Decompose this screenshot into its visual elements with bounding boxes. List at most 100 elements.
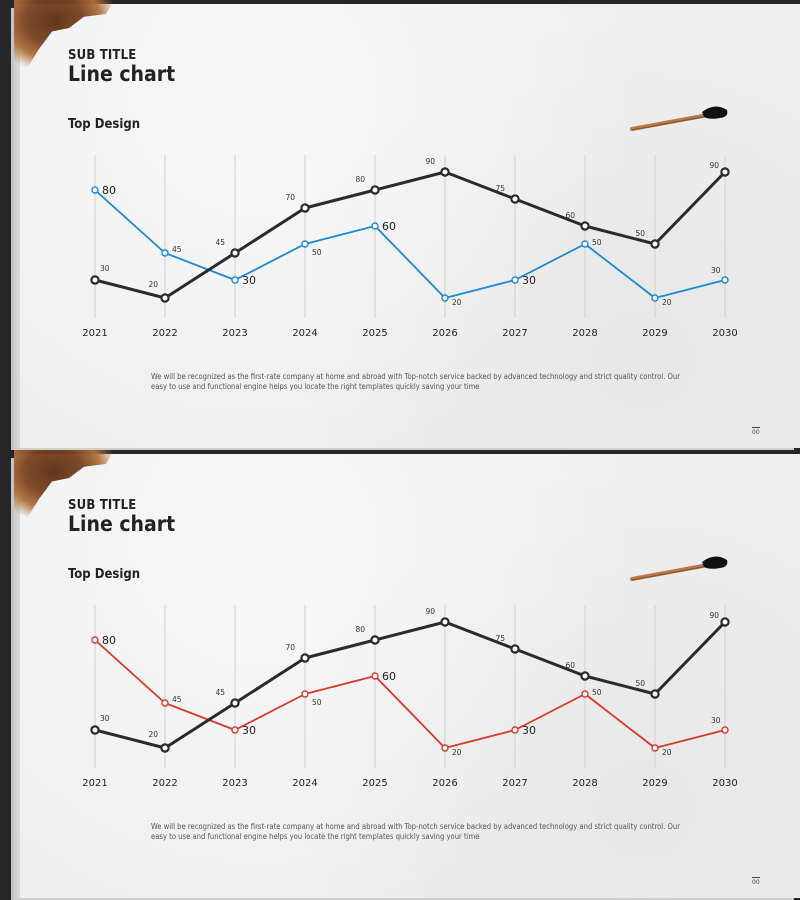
accent-point-2029 bbox=[651, 294, 659, 302]
accent-point-2027 bbox=[511, 726, 519, 734]
accent-label-2021: 80 bbox=[102, 184, 116, 197]
accent-point-2030 bbox=[721, 276, 729, 284]
accent-point-2028 bbox=[581, 690, 589, 698]
x-tick-2029: 2029 bbox=[642, 778, 667, 789]
dark-point-2024 bbox=[300, 203, 310, 213]
x-tick-2027: 2027 bbox=[502, 328, 527, 339]
x-tick-2024: 2024 bbox=[292, 778, 317, 789]
dark-point-2024 bbox=[300, 653, 310, 663]
accent-point-2026 bbox=[441, 294, 449, 302]
dark-point-2023 bbox=[230, 698, 240, 708]
line-chart: 2021 2022 2023 2024 2025 2026 2027 2028 2029 2030… bbox=[82, 605, 738, 789]
accent-label-2027: 30 bbox=[522, 274, 536, 287]
description-text: We will be recognized as the first-rate … bbox=[151, 372, 681, 391]
dark-label-2026: 90 bbox=[425, 157, 435, 166]
accent-point-2030 bbox=[721, 726, 729, 734]
page-title: Line chart bbox=[68, 512, 176, 536]
dark-label-2028: 60 bbox=[565, 211, 575, 220]
accent-label-2023: 30 bbox=[242, 724, 256, 737]
accent-label-2025: 60 bbox=[382, 670, 396, 683]
paper-background bbox=[20, 454, 800, 898]
dark-point-2027 bbox=[510, 194, 520, 204]
accent-label-2026: 20 bbox=[452, 748, 462, 757]
accent-point-2025 bbox=[371, 222, 379, 230]
dark-label-2029: 50 bbox=[635, 679, 645, 688]
x-tick-2023: 2023 bbox=[222, 778, 247, 789]
accent-label-2023: 30 bbox=[242, 274, 256, 287]
accent-label-2028: 50 bbox=[592, 238, 602, 247]
dark-point-2022 bbox=[160, 743, 170, 753]
accent-label-2029: 20 bbox=[662, 748, 672, 757]
dark-point-2025 bbox=[370, 185, 380, 195]
x-tick-2022: 2022 bbox=[152, 328, 177, 339]
accent-label-2022: 45 bbox=[172, 245, 182, 254]
series-line-dark bbox=[94, 620, 727, 750]
dark-label-2024: 70 bbox=[285, 193, 295, 202]
slide-1: SUB TITLE Line chart Top Design 2021 2022… bbox=[14, 0, 800, 448]
accent-point-2023 bbox=[231, 726, 239, 734]
accent-label-2029: 20 bbox=[662, 298, 672, 307]
x-tick-2025: 2025 bbox=[362, 778, 387, 789]
x-tick-2022: 2022 bbox=[152, 778, 177, 789]
slide-2: SUB TITLE Line chart Top Design 2021 2022… bbox=[0, 450, 800, 900]
dark-point-2028 bbox=[580, 221, 590, 231]
dark-label-2029: 50 bbox=[635, 229, 645, 238]
line-chart: 2021 2022 2023 2024 2025 2026 2027 2028 2029 2030… bbox=[82, 155, 738, 339]
dark-label-2024: 70 bbox=[285, 643, 295, 652]
dark-label-2028: 60 bbox=[565, 661, 575, 670]
dark-point-2029 bbox=[650, 689, 660, 699]
description-text: We will be recognized as the first-rate … bbox=[151, 822, 681, 841]
dark-label-2022: 20 bbox=[148, 280, 158, 289]
x-tick-2028: 2028 bbox=[572, 328, 597, 339]
accent-point-2023 bbox=[231, 276, 239, 284]
dark-label-2026: 90 bbox=[425, 607, 435, 616]
dark-point-2030 bbox=[720, 167, 730, 177]
match-icon bbox=[630, 106, 728, 131]
x-tick-2027: 2027 bbox=[502, 778, 527, 789]
dark-label-2025: 80 bbox=[355, 625, 365, 634]
dark-point-2030 bbox=[720, 617, 730, 627]
accent-label-2022: 45 bbox=[172, 695, 182, 704]
dark-label-2021: 30 bbox=[100, 714, 110, 723]
x-tick-2026: 2026 bbox=[432, 328, 457, 339]
dark-label-2027: 75 bbox=[495, 184, 505, 193]
accent-point-2024 bbox=[301, 240, 309, 248]
accent-label-2024: 50 bbox=[312, 248, 322, 257]
sub-title: SUB TITLE bbox=[68, 498, 137, 513]
series-line-dark bbox=[94, 170, 727, 300]
accent-point-2022 bbox=[161, 249, 169, 257]
accent-label-2027: 30 bbox=[522, 724, 536, 737]
dark-point-2026 bbox=[440, 167, 450, 177]
dark-label-2027: 75 bbox=[495, 634, 505, 643]
dark-point-2021 bbox=[90, 275, 100, 285]
accent-point-2027 bbox=[511, 276, 519, 284]
dark-point-2021 bbox=[90, 725, 100, 735]
series-line-accent bbox=[94, 639, 726, 749]
dark-label-2023: 45 bbox=[215, 688, 225, 697]
accent-label-2025: 60 bbox=[382, 220, 396, 233]
dark-point-2029 bbox=[650, 239, 660, 249]
accent-point-2028 bbox=[581, 240, 589, 248]
accent-point-2024 bbox=[301, 690, 309, 698]
accent-label-2026: 20 bbox=[452, 298, 462, 307]
x-tick-2025: 2025 bbox=[362, 328, 387, 339]
accent-point-2021 bbox=[91, 636, 99, 644]
dark-label-2030: 90 bbox=[709, 161, 719, 170]
dark-point-2027 bbox=[510, 644, 520, 654]
dark-label-2030: 90 bbox=[709, 611, 719, 620]
accent-point-2025 bbox=[371, 672, 379, 680]
dark-label-2021: 30 bbox=[100, 264, 110, 273]
x-tick-2028: 2028 bbox=[572, 778, 597, 789]
dark-point-2025 bbox=[370, 635, 380, 645]
accent-point-2021 bbox=[91, 186, 99, 194]
page-title: Line chart bbox=[68, 62, 176, 86]
dark-label-2022: 20 bbox=[148, 730, 158, 739]
accent-point-2026 bbox=[441, 744, 449, 752]
accent-label-2021: 80 bbox=[102, 634, 116, 647]
sub-title: SUB TITLE bbox=[68, 48, 137, 63]
match-icon bbox=[630, 556, 728, 581]
dark-point-2028 bbox=[580, 671, 590, 681]
accent-label-2030: 30 bbox=[711, 716, 721, 725]
accent-label-2030: 30 bbox=[711, 266, 721, 275]
page-number: 00 bbox=[752, 877, 760, 886]
